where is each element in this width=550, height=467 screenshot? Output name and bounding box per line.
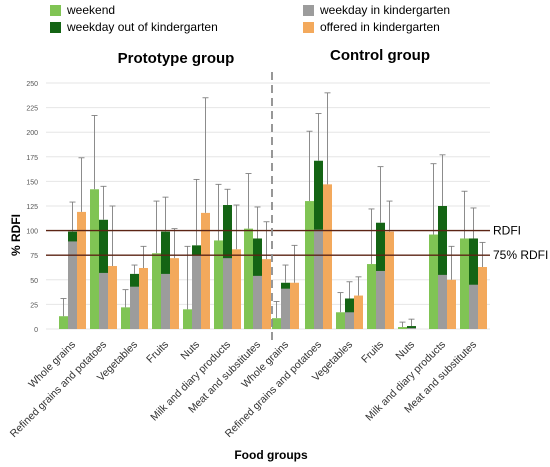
bar-offered xyxy=(478,267,487,329)
bar-weekend xyxy=(214,240,223,329)
bar-weekend xyxy=(90,189,99,329)
bar-weekday-in xyxy=(192,255,201,329)
bar-weekend xyxy=(367,264,376,329)
x-tick-label: Fruits xyxy=(144,339,171,366)
x-tick-label: Fruits xyxy=(359,339,386,366)
y-tick-label: 150 xyxy=(26,179,38,186)
error-bars xyxy=(60,92,486,328)
legend-item-weekday-out: weekday out of kindergarten xyxy=(50,20,218,34)
bar-weekend xyxy=(460,238,469,329)
bar-weekday-in xyxy=(130,286,139,329)
reference-lines: RDFI 75% RDFI xyxy=(46,224,548,262)
bar-weekday-in xyxy=(469,284,478,329)
y-tick-label: 175 xyxy=(26,155,38,162)
bar-weekend xyxy=(305,201,314,329)
bar-weekend xyxy=(398,327,407,329)
bar-weekend xyxy=(429,234,438,329)
bar-weekday-in xyxy=(281,288,290,329)
legend-swatch-weekday-in xyxy=(303,4,314,16)
x-tick-label: Nuts xyxy=(178,339,202,363)
y-tick-label: 100 xyxy=(26,229,38,236)
y-tick-label: 125 xyxy=(26,204,38,211)
bar-weekday-in xyxy=(223,258,232,329)
bar-offered xyxy=(323,184,332,329)
y-tick-label: 200 xyxy=(26,130,38,137)
bar-offered xyxy=(385,231,394,329)
bars xyxy=(59,160,487,329)
bar-weekday-out xyxy=(438,206,447,329)
y-tick-label: 50 xyxy=(30,278,38,285)
bar-offered xyxy=(201,212,210,329)
legend-swatch-offered xyxy=(303,21,314,33)
legend-item-offered: offered in kindergarten xyxy=(303,20,440,34)
bar-weekday-in xyxy=(407,328,416,329)
reference-line-label: 75% RDFI xyxy=(493,248,548,262)
legend-item-weekend: weekend xyxy=(50,3,115,17)
bar-weekend xyxy=(183,309,192,329)
y-tick-label: 250 xyxy=(26,81,38,88)
y-axis-label: % RDFI xyxy=(9,214,23,256)
y-axis-ticks: 0 25 50 75 100 125 150 175 200 225 250 xyxy=(26,81,38,334)
bar-offered xyxy=(108,266,117,329)
legend-label-weekday-out: weekday out of kindergarten xyxy=(67,20,218,34)
legend: weekend weekday in kindergarten weekday … xyxy=(0,0,550,40)
legend-swatch-weekday-out xyxy=(50,21,61,33)
y-tick-label: 225 xyxy=(26,106,38,113)
y-tick-label: 75 xyxy=(30,253,38,260)
bar-weekday-out xyxy=(469,238,478,329)
bar-offered xyxy=(232,249,241,329)
bar-offered xyxy=(447,279,456,329)
bar-weekend xyxy=(272,318,281,329)
bar-weekday-in xyxy=(161,273,170,329)
legend-label-weekday-in: weekday in kindergarten xyxy=(320,3,451,17)
bar-weekend xyxy=(121,307,130,329)
bar-weekday-out xyxy=(407,326,416,329)
y-tick-label: 25 xyxy=(30,302,38,309)
bar-weekday-in xyxy=(438,274,447,329)
bar-weekday-in xyxy=(314,229,323,329)
bar-offered xyxy=(170,258,179,329)
bar-weekday-in xyxy=(376,270,385,329)
x-tick-label: Nuts xyxy=(393,339,417,363)
x-axis-label: Food groups xyxy=(234,448,308,462)
bar-weekend xyxy=(152,253,161,329)
panel-title-prototype: Prototype group xyxy=(118,50,235,67)
bar-weekend xyxy=(59,316,68,329)
bar-offered xyxy=(139,267,148,329)
bar-weekday-in xyxy=(253,275,262,329)
bar-offered xyxy=(262,259,271,329)
reference-line-label: RDFI xyxy=(493,224,521,238)
legend-item-weekday-in: weekday in kindergarten xyxy=(303,3,450,17)
legend-label-offered: offered in kindergarten xyxy=(320,20,440,34)
bar-weekend xyxy=(244,228,253,329)
bar-offered xyxy=(354,295,363,329)
bar-weekday-in xyxy=(345,312,354,329)
panel-title-control: Control group xyxy=(330,47,430,64)
bar-offered xyxy=(290,282,299,329)
legend-swatch-weekend xyxy=(50,4,61,16)
legend-label-weekend: weekend xyxy=(67,3,116,17)
y-tick-label: 0 xyxy=(34,327,38,334)
bar-weekend xyxy=(336,312,345,329)
bar-offered xyxy=(77,211,86,329)
bar-weekday-in xyxy=(99,272,108,329)
bar-weekday-in xyxy=(68,241,77,329)
